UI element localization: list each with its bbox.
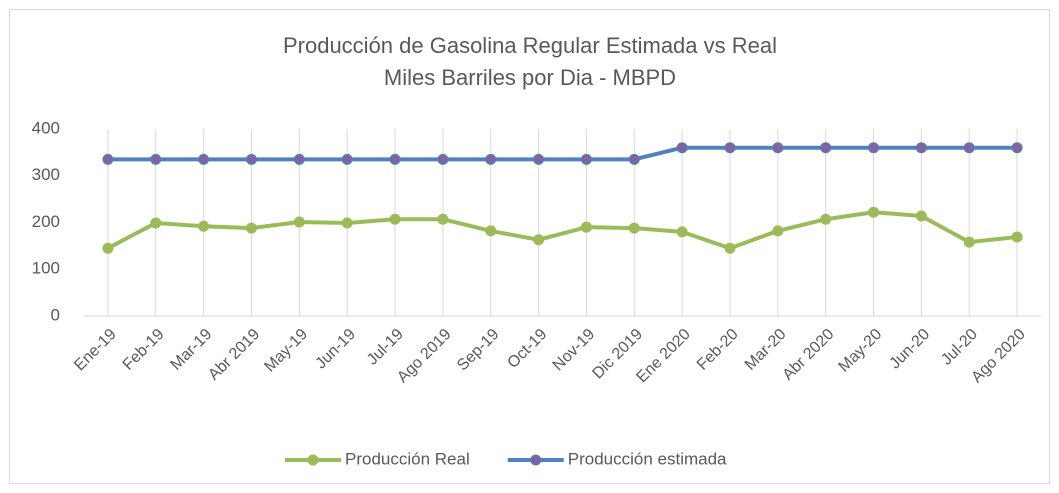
data-point bbox=[198, 153, 210, 165]
data-point bbox=[963, 142, 975, 154]
y-tick-label: 200 bbox=[32, 212, 60, 231]
chart-title: Producción de Gasolina Regular Estimada … bbox=[283, 33, 777, 58]
series-line bbox=[107, 145, 1018, 162]
data-point bbox=[676, 226, 688, 238]
y-tick-label: 100 bbox=[32, 259, 60, 278]
data-point bbox=[628, 222, 640, 234]
data-point bbox=[485, 153, 497, 165]
data-point bbox=[724, 142, 736, 154]
data-point bbox=[150, 153, 162, 165]
data-point bbox=[772, 225, 784, 237]
data-point bbox=[772, 142, 784, 154]
series-line bbox=[106, 210, 1018, 251]
data-point bbox=[580, 153, 592, 165]
data-point bbox=[1011, 142, 1023, 154]
y-tick-label: 400 bbox=[32, 118, 60, 137]
chart-border bbox=[9, 9, 1050, 484]
data-point bbox=[389, 213, 401, 225]
data-point bbox=[868, 142, 880, 154]
data-point bbox=[341, 153, 353, 165]
y-tick-label: 0 bbox=[51, 305, 60, 324]
data-point bbox=[533, 153, 545, 165]
data-point bbox=[198, 220, 210, 232]
data-point bbox=[150, 217, 162, 229]
data-point bbox=[341, 217, 353, 229]
data-point bbox=[389, 153, 401, 165]
legend-marker bbox=[307, 454, 319, 466]
data-point bbox=[868, 206, 880, 218]
data-point bbox=[533, 234, 545, 246]
legend-label: Producción estimada bbox=[568, 449, 727, 468]
legend-label: Producción Real bbox=[345, 449, 470, 468]
data-point bbox=[437, 213, 449, 225]
y-tick-label: 300 bbox=[32, 165, 60, 184]
legend-marker bbox=[530, 454, 542, 466]
data-point bbox=[915, 142, 927, 154]
data-point bbox=[724, 242, 736, 254]
data-point bbox=[485, 225, 497, 237]
data-point bbox=[102, 242, 114, 254]
data-point bbox=[437, 153, 449, 165]
data-point bbox=[820, 213, 832, 225]
data-point bbox=[580, 221, 592, 233]
data-point bbox=[963, 236, 975, 248]
data-point bbox=[1011, 231, 1023, 243]
data-point bbox=[915, 210, 927, 222]
data-point bbox=[676, 142, 688, 154]
chart-subtitle: Miles Barriles por Dia - MBPD bbox=[384, 65, 676, 90]
data-point bbox=[293, 153, 305, 165]
data-point bbox=[245, 222, 257, 234]
data-point bbox=[820, 142, 832, 154]
data-point bbox=[628, 153, 640, 165]
data-point bbox=[245, 153, 257, 165]
data-point bbox=[293, 216, 305, 228]
data-point bbox=[102, 153, 114, 165]
